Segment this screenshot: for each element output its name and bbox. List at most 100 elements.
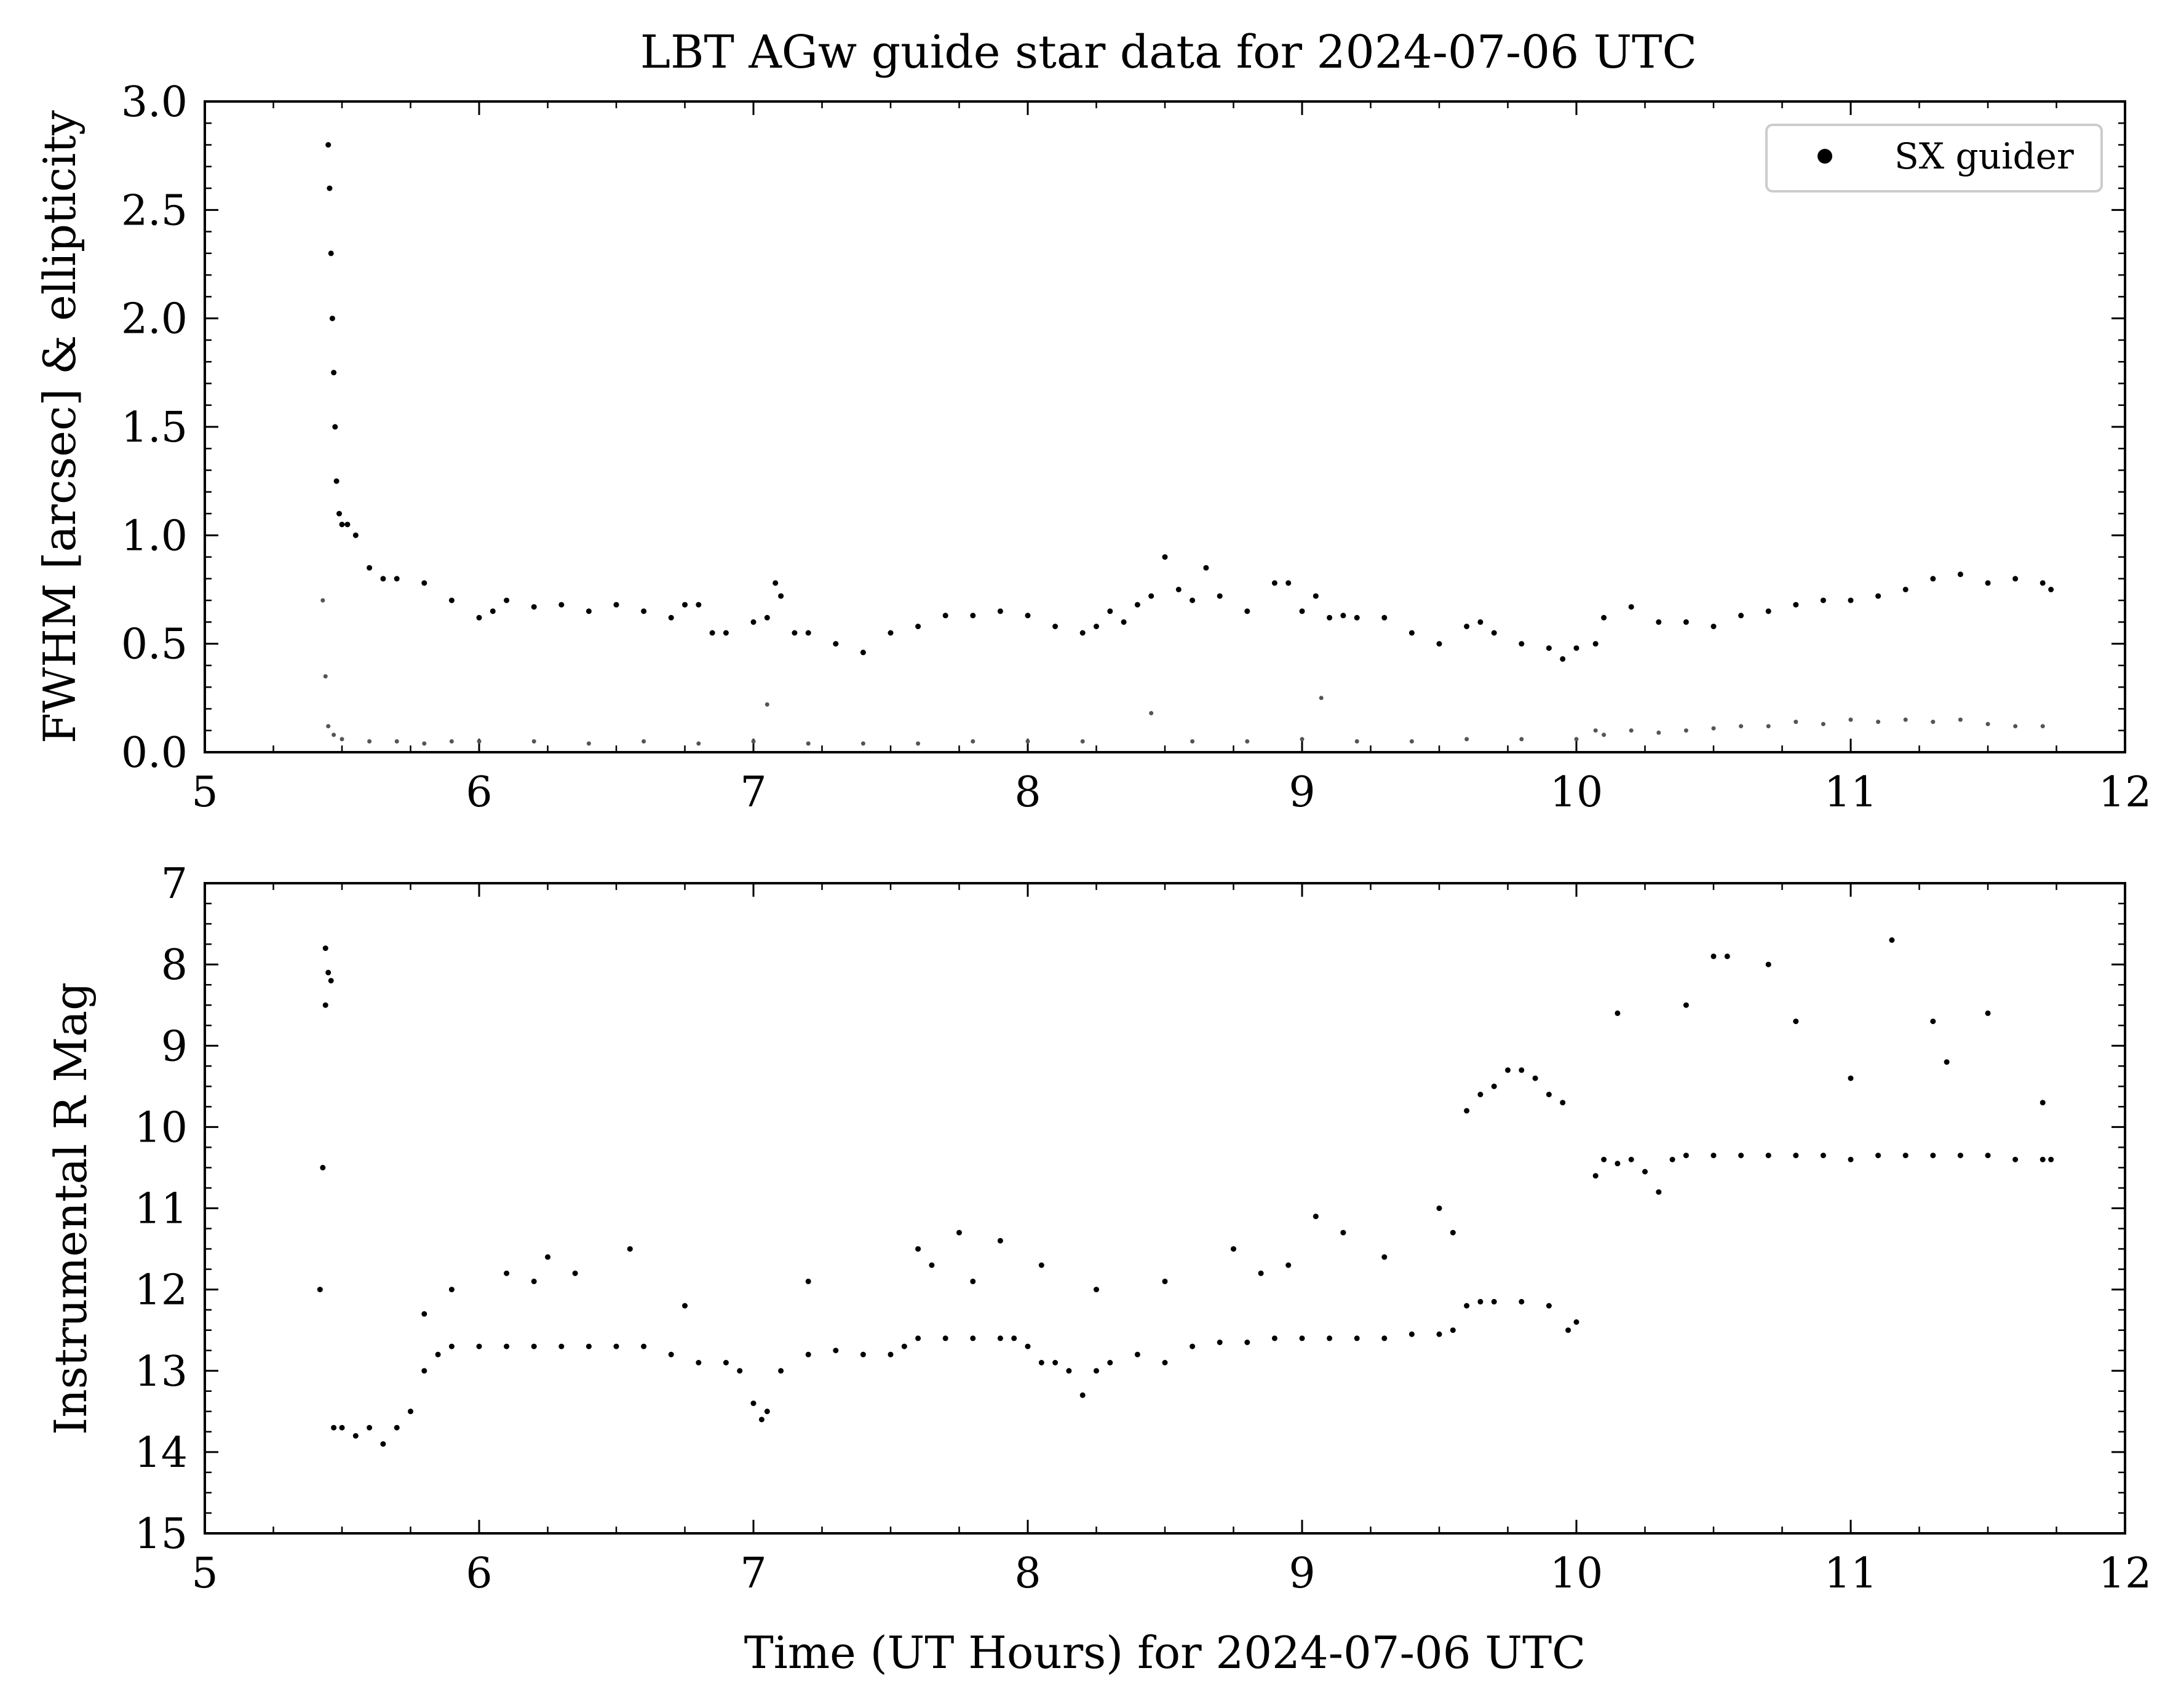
data-point (723, 1360, 729, 1365)
data-point (682, 602, 688, 608)
data-point (1765, 1153, 1771, 1159)
x-tick-label: 7 (740, 1549, 766, 1598)
top-panel: 5 6 7 8 9 10 11 12 0.0 0.5 1.0 1.5 2.0 2.5 3.0 FWHM [a… (34, 78, 2151, 817)
x-tick-label: 6 (466, 1549, 492, 1598)
data-point (1121, 619, 1127, 625)
data-point (1875, 1153, 1881, 1159)
chart-title: LBT AGw guide star data for 2024-07-06 U… (640, 26, 1697, 79)
data-point (1038, 1360, 1044, 1365)
x-tick-label: 9 (1289, 1549, 1315, 1598)
x-tick-label: 11 (1824, 1549, 1878, 1598)
data-point (696, 1360, 702, 1365)
data-point (1683, 728, 1688, 733)
data-point (1217, 593, 1223, 599)
y-tick-label: 10 (134, 1103, 188, 1152)
data-point (1436, 1206, 1442, 1211)
data-point (833, 1348, 839, 1354)
data-point (1477, 1092, 1484, 1097)
x-tick-label: 9 (1289, 768, 1315, 817)
data-point (328, 978, 334, 983)
data-point (322, 1002, 328, 1008)
data-point (1464, 1303, 1470, 1309)
data-point (1601, 1156, 1607, 1162)
data-point (915, 624, 921, 629)
data-point (1642, 1169, 1648, 1175)
data-point (1285, 1262, 1292, 1268)
data-point (558, 1343, 565, 1349)
data-point (1519, 1067, 1525, 1073)
top-plot-frame (204, 100, 2126, 753)
data-point (1930, 1019, 1936, 1025)
data-point (1738, 1153, 1744, 1159)
data-point (1628, 604, 1634, 610)
data-point (327, 185, 333, 191)
data-point (1765, 608, 1771, 614)
data-point (668, 614, 674, 621)
data-point (860, 741, 865, 746)
data-point (970, 1278, 976, 1284)
data-point (1931, 720, 1936, 725)
data-point (1094, 624, 1099, 629)
bottom-ylabel: Instrumental R Mag (45, 982, 97, 1435)
data-point (1902, 1153, 1909, 1159)
data-point (1134, 602, 1140, 608)
x-tick-label: 12 (2099, 1549, 2152, 1598)
data-point (1245, 739, 1250, 744)
data-point (1477, 1298, 1484, 1305)
data-point (1711, 726, 1716, 731)
data-point (833, 641, 839, 647)
y-tick-label: 1.0 (121, 512, 188, 560)
data-point (1902, 587, 1909, 592)
data-point (1094, 1368, 1099, 1374)
data-point (929, 1262, 935, 1268)
data-point (2048, 1156, 2054, 1162)
data-point (1930, 1153, 1936, 1159)
data-point (2012, 1156, 2019, 1162)
data-point (1491, 1298, 1497, 1305)
data-point (1300, 737, 1305, 742)
y-tick-label: 14 (134, 1429, 188, 1477)
data-point (2040, 1156, 2046, 1162)
data-point (545, 1254, 550, 1260)
data-point (394, 739, 399, 744)
data-point (586, 1343, 592, 1349)
data-point (448, 1287, 455, 1293)
data-point (642, 739, 646, 744)
data-point (613, 602, 619, 608)
data-point (1025, 613, 1031, 619)
data-point (1848, 597, 1854, 603)
y-tick-label: 11 (134, 1185, 188, 1234)
data-point (1313, 593, 1319, 599)
data-point (2040, 1100, 2046, 1106)
data-point (1134, 1351, 1140, 1357)
data-point (1876, 720, 1881, 725)
data-point (1592, 641, 1599, 647)
data-point (778, 1368, 784, 1374)
data-point (1985, 580, 1991, 586)
data-point (531, 739, 536, 744)
data-point (1149, 711, 1154, 715)
data-point (1615, 1161, 1621, 1167)
data-point (1079, 630, 1086, 636)
data-point (1319, 696, 1324, 701)
data-point (1615, 1010, 1621, 1016)
data-point (352, 1433, 359, 1439)
data-point (1546, 645, 1552, 651)
data-point (1985, 1010, 1991, 1016)
data-point (1794, 720, 1798, 725)
data-point (1848, 1156, 1854, 1162)
data-point (1656, 619, 1662, 625)
legend-marker (1817, 149, 1832, 164)
data-point (758, 1416, 765, 1423)
data-point (1258, 1270, 1264, 1276)
data-point (1011, 1335, 1017, 1341)
data-point (901, 1343, 907, 1349)
data-point (332, 424, 338, 430)
data-point (1409, 739, 1414, 744)
data-point (765, 702, 769, 707)
data-point (317, 1287, 323, 1293)
data-point (422, 741, 427, 746)
data-point (1546, 1303, 1552, 1309)
data-point (1464, 624, 1470, 629)
data-point (1285, 580, 1292, 586)
